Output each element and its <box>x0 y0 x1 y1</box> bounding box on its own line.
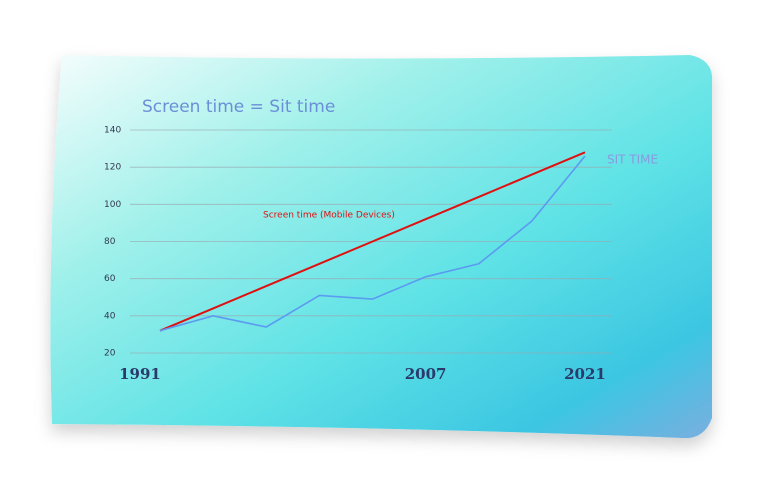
x-tick-label: 2007 <box>405 365 447 383</box>
x-tick-label: 1991 <box>119 365 161 383</box>
chart-title: Screen time = Sit time <box>142 97 335 117</box>
series-line <box>159 151 586 332</box>
y-tick-label: 100 <box>104 200 121 210</box>
x-tick-label: 2021 <box>564 365 606 383</box>
y-tick-label: 20 <box>104 349 116 359</box>
series-label: Screen time (Mobile Devices) <box>263 211 395 221</box>
y-tick-label: 140 <box>104 126 121 136</box>
series-label: SIT TIME <box>607 153 658 167</box>
card <box>50 55 713 439</box>
y-tick-label: 40 <box>104 311 116 321</box>
y-tick-label: 60 <box>104 274 116 284</box>
y-tick-label: 80 <box>104 237 116 247</box>
y-tick-label: 120 <box>104 163 121 173</box>
series-line <box>159 155 586 332</box>
